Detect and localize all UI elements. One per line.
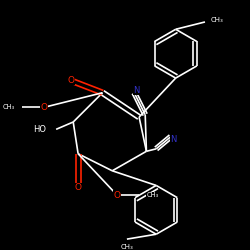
Text: O: O [114,191,121,200]
Text: CH₃: CH₃ [2,104,15,110]
Text: CH₃: CH₃ [146,192,158,198]
Text: CH₃: CH₃ [211,16,224,22]
Text: N: N [170,134,176,143]
Text: O: O [67,76,74,85]
Text: N: N [134,86,140,95]
Text: HO: HO [34,125,46,134]
Text: O: O [74,184,82,192]
Text: CH₃: CH₃ [120,244,133,250]
Text: O: O [40,103,48,112]
